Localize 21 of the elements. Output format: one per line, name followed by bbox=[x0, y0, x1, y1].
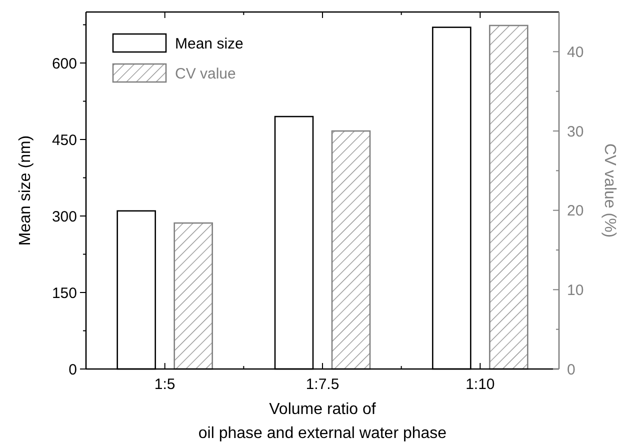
bar bbox=[174, 222, 213, 370]
legend-label: Mean size bbox=[175, 35, 244, 52]
bar bbox=[331, 130, 371, 370]
y-tick-label: 150 bbox=[52, 284, 77, 302]
y2-tick-label: 20 bbox=[567, 202, 584, 220]
y-tick-label: 600 bbox=[52, 55, 77, 72]
y-axis-title: Mean size (nm) bbox=[17, 135, 34, 246]
y-tick-label: 450 bbox=[52, 132, 77, 149]
y-tick-label: 300 bbox=[52, 208, 77, 226]
y-tick-label: 0 bbox=[68, 361, 77, 378]
x-tick-label: 1:7.5 bbox=[306, 376, 340, 393]
y2-tick-label: 30 bbox=[567, 123, 584, 140]
bar bbox=[489, 24, 528, 370]
y2-axis-title: CV value (%) bbox=[601, 143, 618, 238]
y2-tick-label: 0 bbox=[567, 361, 576, 378]
y2-tick-label: 10 bbox=[567, 282, 584, 299]
x-axis-title: Volume ratio of oil phase and external water phase bbox=[198, 401, 447, 442]
x-tick-label: 1:10 bbox=[466, 376, 495, 393]
legend-label: CV value bbox=[175, 65, 236, 82]
y2-tick-label: 40 bbox=[567, 44, 584, 61]
x-tick-label: 1:5 bbox=[154, 376, 176, 393]
